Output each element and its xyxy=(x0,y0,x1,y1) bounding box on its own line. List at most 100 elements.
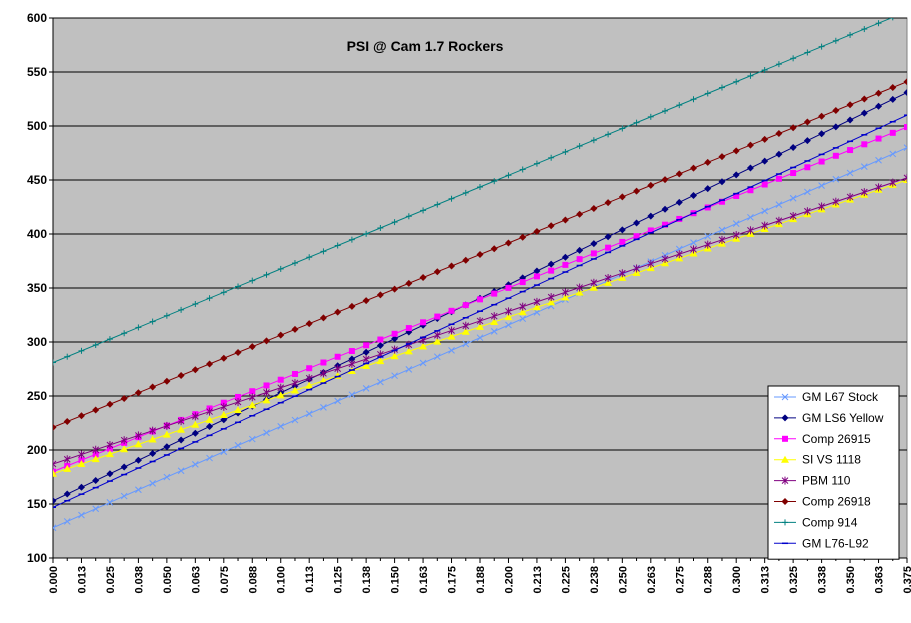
data-point xyxy=(92,477,100,485)
data-point xyxy=(818,158,825,165)
data-point xyxy=(206,407,213,416)
data-point xyxy=(633,187,641,195)
data-point xyxy=(391,330,398,337)
data-point xyxy=(120,395,128,403)
data-point xyxy=(376,291,384,299)
data-point xyxy=(675,198,683,206)
data-point xyxy=(53,460,57,469)
data-point xyxy=(249,277,256,284)
data-point xyxy=(177,467,185,475)
data-point xyxy=(305,381,314,389)
data-point xyxy=(832,197,840,206)
data-point xyxy=(263,337,270,345)
data-point xyxy=(448,307,455,314)
data-point xyxy=(860,109,868,117)
y-tick-label: 450 xyxy=(27,173,47,187)
data-point xyxy=(334,308,342,316)
x-tick-label: 0.050 xyxy=(162,566,174,594)
data-point xyxy=(618,273,627,281)
data-point xyxy=(533,227,541,235)
data-point xyxy=(135,486,142,494)
data-point xyxy=(533,160,540,167)
data-point xyxy=(733,192,740,199)
data-point xyxy=(92,445,100,454)
x-tick-label: 0.288 xyxy=(703,566,715,594)
data-point xyxy=(248,393,256,402)
data-point xyxy=(547,298,556,306)
data-point xyxy=(149,450,157,458)
x-tick-label: 0.150 xyxy=(390,566,402,594)
data-point xyxy=(63,455,71,464)
data-point xyxy=(690,245,697,254)
data-point xyxy=(818,112,826,120)
data-point xyxy=(134,456,142,464)
data-point xyxy=(875,20,882,27)
legend-swatch-marker xyxy=(781,498,789,505)
data-point xyxy=(605,131,612,138)
data-point xyxy=(847,31,854,38)
data-point xyxy=(761,157,769,165)
x-tick-label: 0.225 xyxy=(560,566,572,594)
data-point xyxy=(761,207,769,215)
legend-swatch-marker xyxy=(781,393,789,401)
data-point xyxy=(91,455,100,463)
data-point xyxy=(434,313,441,320)
data-point xyxy=(121,330,128,337)
legend-label: GM L67 Stock xyxy=(802,390,879,404)
data-point xyxy=(704,232,712,240)
data-point xyxy=(860,188,868,197)
data-point xyxy=(889,95,897,103)
legend-item: PBM 110 xyxy=(774,474,851,488)
data-point xyxy=(248,401,257,409)
data-point xyxy=(861,141,868,148)
data-point xyxy=(306,365,313,372)
x-tick-label: 0.075 xyxy=(219,566,231,594)
data-point xyxy=(860,95,868,103)
data-point xyxy=(92,341,99,348)
data-point xyxy=(306,254,313,261)
data-point xyxy=(832,37,839,44)
x-tick-label: 0.138 xyxy=(361,566,373,594)
data-point xyxy=(220,448,228,456)
data-point xyxy=(149,426,156,435)
x-tick-label: 0.163 xyxy=(418,566,430,594)
data-point xyxy=(363,230,370,237)
data-point xyxy=(163,421,171,430)
data-point xyxy=(362,348,370,356)
data-point xyxy=(675,170,683,178)
x-tick-label: 0.300 xyxy=(731,566,743,594)
data-point xyxy=(846,101,854,109)
data-point xyxy=(106,440,114,449)
legend-item: SI VS 1118 xyxy=(774,453,861,467)
data-point xyxy=(590,137,597,144)
data-point xyxy=(420,207,427,214)
data-point xyxy=(548,267,555,274)
data-point xyxy=(875,183,882,192)
data-point xyxy=(334,364,342,373)
data-point xyxy=(775,61,782,68)
data-point xyxy=(804,188,811,196)
legend-item: GM L76-L92 xyxy=(774,536,869,550)
data-point xyxy=(505,307,512,316)
data-point xyxy=(718,178,726,186)
data-point xyxy=(134,389,142,397)
data-point xyxy=(505,321,512,329)
data-point xyxy=(662,107,669,114)
data-point xyxy=(163,312,170,319)
x-tick-label: 0.375 xyxy=(902,566,911,594)
data-point xyxy=(789,124,797,132)
y-tick-label: 250 xyxy=(27,389,47,403)
data-point xyxy=(305,374,313,383)
data-point xyxy=(448,195,455,202)
data-point xyxy=(291,370,298,377)
data-point xyxy=(348,359,356,368)
data-point xyxy=(277,383,285,392)
data-point xyxy=(63,490,71,498)
data-point xyxy=(106,336,113,343)
series-comp-914 xyxy=(53,18,894,366)
series-gm-l76-l92 xyxy=(53,114,907,508)
data-point xyxy=(162,430,171,438)
data-point xyxy=(477,296,483,303)
data-point xyxy=(747,213,754,221)
data-point xyxy=(733,78,740,85)
